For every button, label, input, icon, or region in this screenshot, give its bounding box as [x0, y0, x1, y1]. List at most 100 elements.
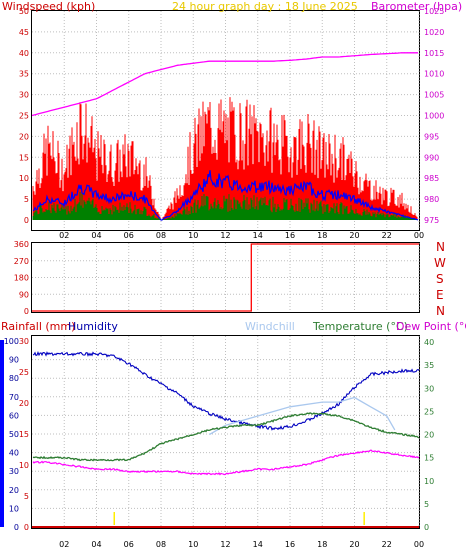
humidity-axis-label: Humidity [68, 320, 118, 333]
rainfall-tick: 20 [19, 399, 29, 408]
barometer-tick: 1000 [424, 112, 444, 121]
compass-s: S [436, 272, 444, 286]
humidity-tick: 50 [9, 430, 19, 439]
barometer-tick: 985 [424, 174, 439, 183]
temperature-tick: 0 [424, 523, 429, 532]
temperature-line [32, 412, 420, 462]
humidity-tick: 60 [9, 411, 19, 420]
temperature-tick: 20 [424, 431, 434, 440]
barometer-tick: 975 [424, 216, 439, 225]
dewpoint-axis-label: Dew Point (°C) [396, 320, 466, 333]
windspeed-tick: 20 [19, 132, 29, 141]
top-hour-tick: 06 [124, 231, 134, 240]
top-hour-tick: 20 [349, 231, 359, 240]
compass-n-top: N [436, 240, 445, 254]
top-hour-tick: 00 [414, 231, 424, 240]
bottom-hour-tick: 00 [414, 540, 424, 549]
temperature-tick: 15 [424, 454, 434, 463]
windspeed-tick: 40 [19, 49, 29, 58]
humidity-tick: 10 [9, 504, 19, 513]
humidity-tick: 70 [9, 393, 19, 402]
barometer-tick: 1020 [424, 28, 444, 37]
bottom-hour-tick: 02 [59, 540, 69, 549]
top-hour-tick: 02 [59, 231, 69, 240]
humidity-tick: 20 [9, 486, 19, 495]
windchill-axis-label: Windchill [245, 320, 295, 333]
humidity-tick: 100 [4, 337, 19, 346]
temperature-tick: 30 [424, 384, 434, 393]
rainfall-axis-bar [0, 340, 4, 527]
compass-n-bottom: N [436, 304, 445, 318]
bottom-hour-tick: 10 [188, 540, 198, 549]
rainfall-tick: 0 [24, 523, 29, 532]
windspeed-tick: 0 [24, 216, 29, 225]
chart-title: 24 hour graph day : 18 June 2025 [172, 0, 358, 13]
wind-series [31, 52, 419, 221]
direction-panel-frame [31, 242, 420, 313]
top-hour-tick: 12 [220, 231, 230, 240]
barometer-tick: 995 [424, 132, 439, 141]
windchill-line [209, 396, 396, 436]
windspeed-axis-label: Windspeed (kph) [2, 0, 95, 13]
windspeed-tick: 10 [19, 174, 29, 183]
tick-labels: 0510152025303540455097598098599099510001… [4, 7, 445, 549]
windspeed-tick: 35 [19, 70, 29, 79]
windspeed-tick: 25 [19, 112, 29, 121]
top-panel-frame [31, 10, 420, 231]
humidity-tick: 80 [9, 374, 19, 383]
top-hour-tick: 14 [253, 231, 263, 240]
barometer-axis-label: Barometer (hpa) [371, 0, 462, 13]
top-grid [32, 11, 420, 312]
top-hour-tick: 04 [91, 231, 101, 240]
windspeed-tick: 50 [19, 7, 29, 16]
temperature-tick: 35 [424, 361, 434, 370]
top-hour-tick: 22 [382, 231, 392, 240]
barometer-line [31, 52, 418, 117]
barometer-tick: 1025 [424, 7, 444, 16]
top-hour-tick: 18 [317, 231, 327, 240]
rainfall-tick: 10 [19, 461, 29, 470]
bottom-hour-tick: 20 [349, 540, 359, 549]
humidity-tick: 40 [9, 449, 19, 458]
top-hour-tick: 10 [188, 231, 198, 240]
humidity-line [32, 350, 420, 431]
climate-series [32, 350, 420, 528]
top-hour-tick: 08 [156, 231, 166, 240]
compass-e: E [436, 288, 444, 302]
rainfall-tick: 15 [19, 430, 29, 439]
bottom-hour-tick: 08 [156, 540, 166, 549]
temperature-axis-label: Temperature (°C) [312, 320, 408, 333]
windspeed-tick: 30 [19, 91, 29, 100]
temperature-tick: 5 [424, 500, 429, 509]
bottom-hour-tick: 06 [124, 540, 134, 549]
bottom-hour-tick: 22 [382, 540, 392, 549]
windspeed-tick: 5 [24, 195, 29, 204]
humidity-tick: 90 [9, 356, 19, 365]
bottom-hour-tick: 12 [220, 540, 230, 549]
direction-tick: 180 [14, 274, 29, 283]
bottom-hour-tick: 04 [91, 540, 101, 549]
barometer-tick: 990 [424, 153, 439, 162]
rainfall-tick: 5 [24, 492, 29, 501]
top-hour-tick: 16 [285, 231, 295, 240]
humidity-tick: 0 [14, 523, 19, 532]
direction-tick: 360 [14, 240, 29, 249]
windspeed-tick: 15 [19, 153, 29, 162]
barometer-tick: 980 [424, 195, 439, 204]
average-wind-line [32, 170, 419, 221]
dewpoint-line [32, 449, 419, 476]
temperature-tick: 40 [424, 338, 434, 347]
compass-legend: N W S E N [434, 240, 446, 318]
bottom-hour-tick: 18 [317, 540, 327, 549]
humidity-tick: 30 [9, 467, 19, 476]
rainfall-tick: 30 [19, 337, 29, 346]
barometer-tick: 1005 [424, 91, 444, 100]
windspeed-tick: 45 [19, 28, 29, 37]
direction-tick: 0 [24, 307, 29, 316]
bottom-grid [32, 336, 420, 528]
rainfall-tick: 25 [19, 368, 29, 377]
compass-w: W [434, 256, 446, 270]
barometer-tick: 1015 [424, 49, 444, 58]
direction-tick: 270 [14, 257, 29, 266]
